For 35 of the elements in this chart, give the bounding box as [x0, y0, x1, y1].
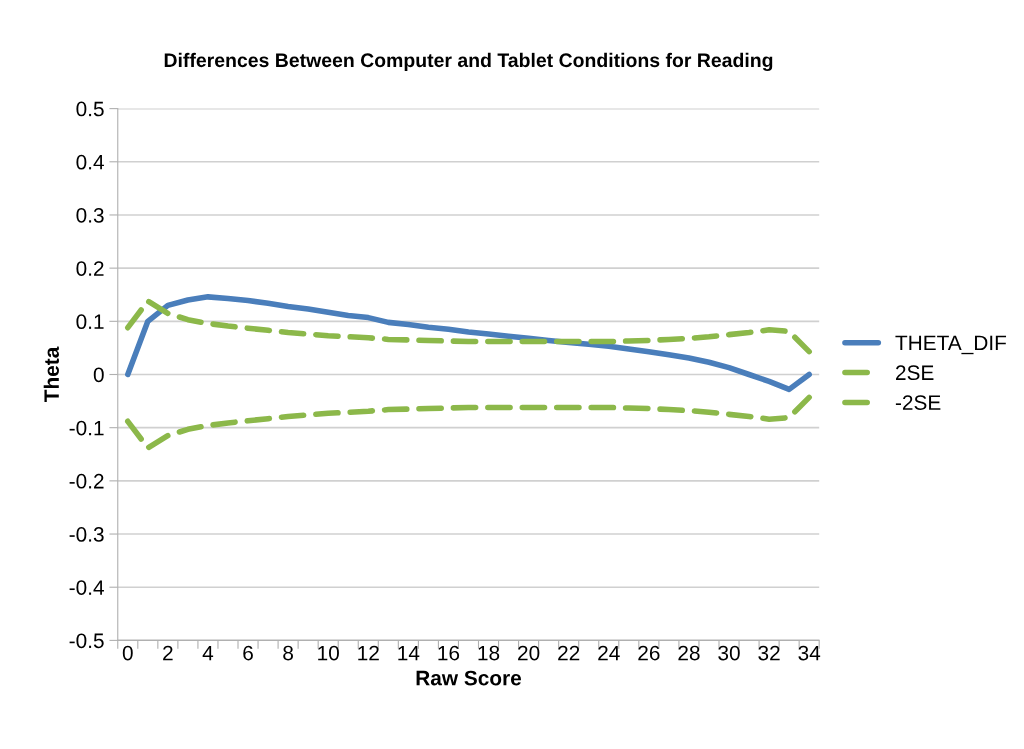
y-tick-label: -0.2 [69, 473, 104, 489]
y-tick-label: -0.1 [69, 420, 104, 436]
x-tick-label: 12 [358, 645, 379, 661]
y-tick-label: 0.2 [76, 261, 104, 276]
legend-label: THETA_DIF [895, 335, 1007, 355]
y-tick-label: 0.3 [76, 207, 104, 223]
x-tick-label: 32 [758, 645, 780, 661]
y-tick-label: -0.3 [69, 527, 104, 542]
y-tick-label: 0.1 [76, 314, 104, 330]
y-tick-label: 0.4 [76, 154, 104, 170]
legend-label: 2SE [896, 365, 934, 381]
x-tick-label: 24 [598, 645, 620, 661]
x-tick-label: 16 [438, 645, 460, 661]
x-tick-label: 28 [678, 645, 700, 661]
x-tick-label: 26 [638, 645, 660, 661]
x-tick-label: 4 [202, 645, 214, 661]
y-tick-label: 0.5 [76, 101, 104, 117]
x-tick-label: 34 [798, 645, 821, 661]
x-tick-label: 8 [283, 645, 293, 661]
chart-title: Differences Between Computer and Tablet Conditions for Reading [164, 52, 773, 72]
x-tick-label: 30 [718, 645, 740, 661]
x-tick-label: 2 [163, 645, 173, 661]
x-tick-label: 18 [478, 645, 500, 661]
y-axis-title: Theta [43, 346, 59, 403]
x-axis-title: Raw Score [416, 670, 522, 686]
x-tick-label: 0 [122, 645, 133, 661]
x-tick-label: 14 [398, 645, 420, 661]
x-tick-label: 6 [243, 645, 253, 661]
y-tick-label: -0.4 [69, 580, 104, 595]
y-tick-label: -0.5 [69, 633, 104, 649]
y-tick-label: 0 [93, 367, 104, 383]
x-tick-label: 10 [318, 645, 339, 661]
x-tick-label: 20 [518, 645, 540, 661]
x-tick-label: 22 [558, 645, 580, 661]
legend-label: -2SE [895, 395, 941, 410]
